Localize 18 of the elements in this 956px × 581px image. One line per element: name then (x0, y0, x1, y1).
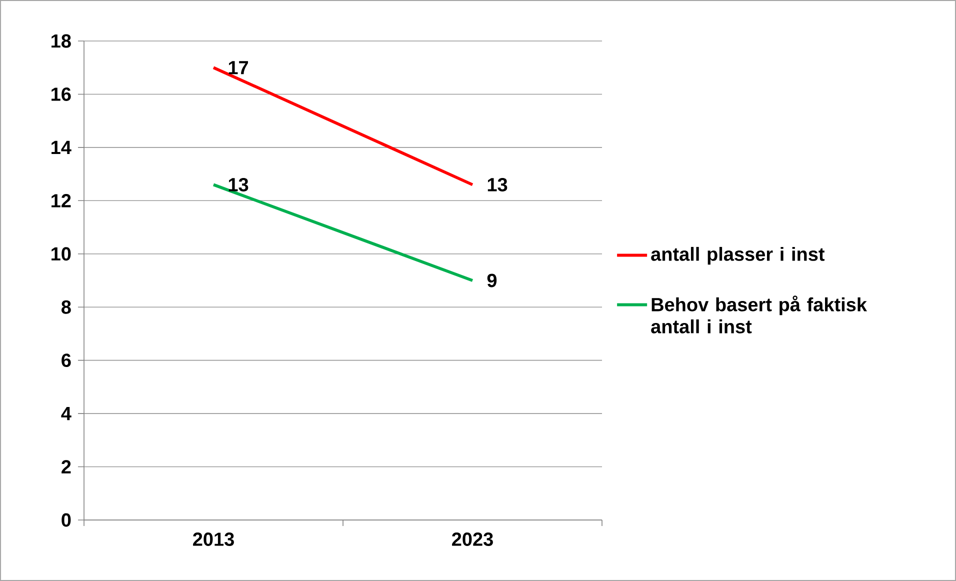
data-label: 17 (228, 61, 248, 74)
x-tick-label: 2023 (452, 532, 493, 546)
y-tick-label: 10 (52, 247, 71, 261)
y-tick-label: 16 (52, 87, 71, 101)
legend-label: Behov basert på faktisk antall i inst (651, 296, 868, 334)
y-tick-label: 14 (52, 140, 72, 154)
y-tick-label: 4 (61, 407, 72, 420)
y-tick-label: 12 (52, 194, 71, 208)
data-label: 13 (488, 178, 508, 192)
x-tick-label: 2013 (193, 532, 234, 546)
y-tick-label: 2 (62, 460, 71, 474)
y-tick-label: 8 (62, 300, 71, 314)
data-label: 13 (228, 178, 248, 192)
data-label: 9 (487, 274, 497, 288)
y-tick-label: 18 (52, 34, 71, 48)
y-tick-label: 6 (62, 354, 71, 368)
y-tick-label: 0 (62, 513, 71, 527)
legend-label: antall plasser i inst (651, 246, 825, 265)
